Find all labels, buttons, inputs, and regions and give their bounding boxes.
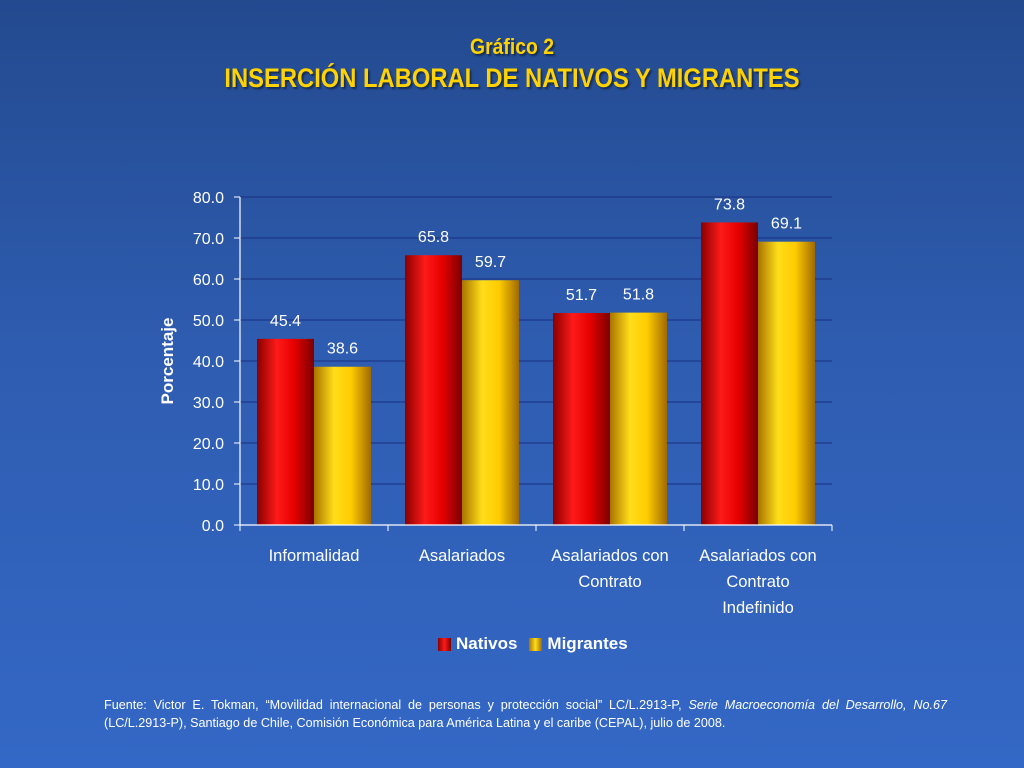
y-tick-label: 40.0 (193, 354, 224, 371)
title-block: Gráfico 2 INSERCIÓN LABORAL DE NATIVOS Y… (0, 32, 1024, 94)
bar-nativos (553, 313, 610, 525)
chart-title: INSERCIÓN LABORAL DE NATIVOS Y MIGRANTES (224, 63, 800, 93)
x-category-label: Informalidad (269, 547, 360, 565)
chart-subtitle: Gráfico 2 (470, 34, 554, 59)
y-tick-label: 80.0 (193, 190, 224, 207)
y-tick-label: 20.0 (193, 436, 224, 453)
bar-migrantes (314, 366, 371, 525)
data-label-nativos: 45.4 (270, 313, 301, 330)
y-tick-label: 50.0 (193, 313, 224, 330)
data-label-migrantes: 69.1 (771, 216, 802, 233)
y-tick-label: 60.0 (193, 272, 224, 289)
bar-nativos (257, 338, 314, 525)
x-category-label: Contrato (578, 573, 641, 591)
y-axis-label: Porcentaje (158, 318, 177, 405)
source-part-3: (LC/L.2913-P), Santiago de Chile, Comisi… (104, 716, 726, 730)
bar-migrantes (462, 280, 519, 525)
data-label-nativos: 73.8 (714, 196, 745, 213)
source-note: Fuente: Victor E. Tokman, “Movilidad int… (104, 696, 947, 732)
legend-swatch-nativos (438, 637, 451, 651)
y-tick-label: 10.0 (193, 477, 224, 494)
source-part-1: Fuente: Victor E. Tokman, “Movilidad int… (104, 698, 689, 712)
bar-migrantes (758, 241, 815, 525)
x-category-label: Indefinido (722, 599, 794, 617)
x-category-label: Asalariados (419, 547, 505, 565)
x-category-label: Contrato (726, 573, 789, 591)
x-category-label: Asalariados con (551, 547, 668, 565)
x-category-label: Asalariados con (699, 547, 816, 565)
legend-label-nativos: Nativos (456, 634, 518, 653)
bar-nativos (405, 255, 462, 525)
y-tick-label: 0.0 (202, 518, 224, 535)
data-label-migrantes: 38.6 (327, 341, 358, 358)
y-tick-label: 70.0 (193, 231, 224, 248)
bar-migrantes (610, 312, 667, 525)
legend-item-migrantes: Migrantes (529, 634, 628, 654)
bar-nativos (701, 222, 758, 526)
data-label-migrantes: 59.7 (475, 254, 506, 271)
legend-item-nativos: Nativos (438, 634, 517, 654)
legend-swatch-migrantes (529, 637, 543, 651)
y-tick-label: 30.0 (193, 395, 224, 412)
data-label-nativos: 65.8 (418, 229, 449, 246)
data-label-migrantes: 51.8 (623, 287, 654, 304)
data-label-nativos: 51.7 (566, 287, 597, 304)
source-series-italic: Serie Macroeconomía del Desarrollo, No.6… (688, 698, 947, 712)
legend-label-migrantes: Migrantes (547, 634, 628, 653)
legend: Nativos Migrantes (438, 634, 634, 654)
